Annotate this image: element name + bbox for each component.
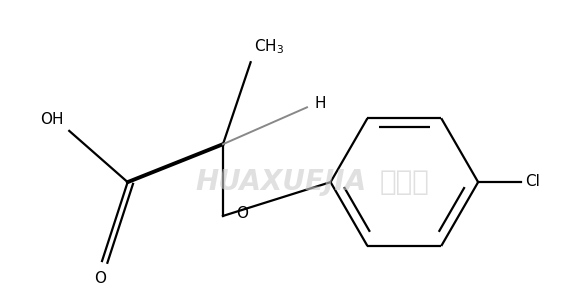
Text: H: H <box>314 96 325 111</box>
Text: HUAXUEJIA: HUAXUEJIA <box>196 168 367 196</box>
Text: OH: OH <box>41 112 64 127</box>
Text: CH$_3$: CH$_3$ <box>254 38 284 56</box>
Text: O: O <box>236 206 248 222</box>
Text: Cl: Cl <box>525 173 540 189</box>
Text: 化学加: 化学加 <box>379 168 429 196</box>
Text: O: O <box>94 271 106 286</box>
